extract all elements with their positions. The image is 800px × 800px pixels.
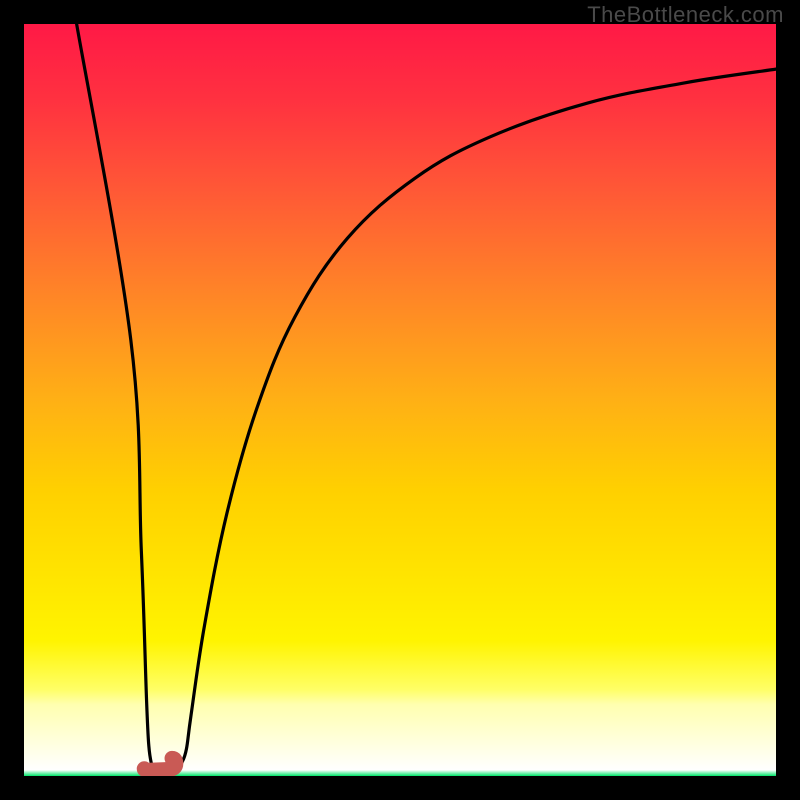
chart-container: TheBottleneck.com xyxy=(0,0,800,800)
plot-area xyxy=(24,24,776,776)
plot-svg xyxy=(24,24,776,776)
watermark-text: TheBottleneck.com xyxy=(587,2,784,28)
